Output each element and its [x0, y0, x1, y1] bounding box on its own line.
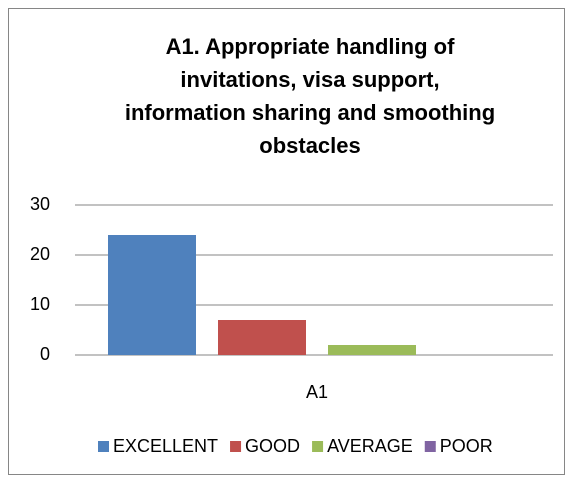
- legend-label: GOOD: [245, 436, 300, 456]
- y-tick-label: 10: [30, 294, 50, 314]
- chart-border: [8, 8, 565, 475]
- y-tick-label: 30: [30, 194, 50, 214]
- legend-swatch: [98, 441, 109, 452]
- x-tick-label: A1: [306, 382, 328, 402]
- legend-swatch: [312, 441, 324, 452]
- legend-label: EXCELLENT: [113, 436, 218, 456]
- legend-label: AVERAGE: [327, 436, 413, 456]
- legend-swatch: [424, 441, 436, 452]
- legend-swatch: [230, 441, 242, 452]
- bar: [328, 345, 416, 355]
- y-tick-label: 20: [30, 244, 50, 264]
- chart-title: A1. Appropriate handling of invitations,…: [124, 34, 496, 158]
- bar: [218, 320, 306, 355]
- bar: [108, 235, 196, 355]
- legend-label: POOR: [440, 436, 493, 456]
- y-tick-label: 0: [40, 344, 50, 364]
